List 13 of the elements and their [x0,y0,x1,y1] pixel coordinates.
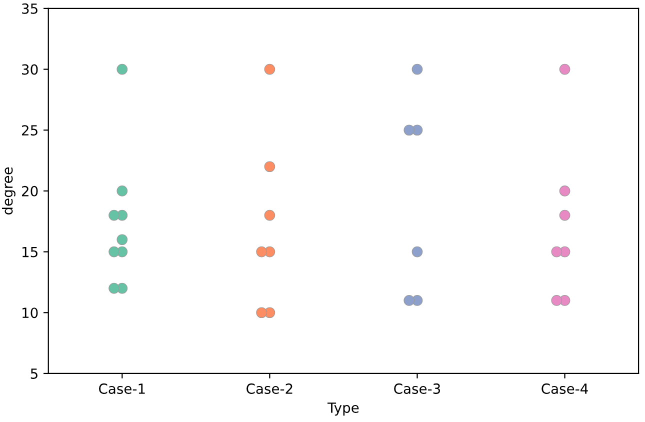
y-tick-label: 20 [22,186,38,196]
y-tick-label: 5 [30,368,38,379]
y-tick-label: 10 [22,308,38,318]
y-tick-label: 25 [22,125,38,136]
x-axis-title: Type [327,402,359,416]
y-axis-title: degree [2,167,16,215]
y-tick-label: 15 [22,246,38,258]
x-tick-label: Case-2 [246,383,292,394]
y-tick-label: 35 [22,3,38,14]
x-tick-label: Case-4 [542,383,588,394]
x-tick-label: Case-3 [394,383,440,394]
x-tick-label: Case-1 [99,383,145,394]
y-tick-label: 30 [22,64,38,75]
